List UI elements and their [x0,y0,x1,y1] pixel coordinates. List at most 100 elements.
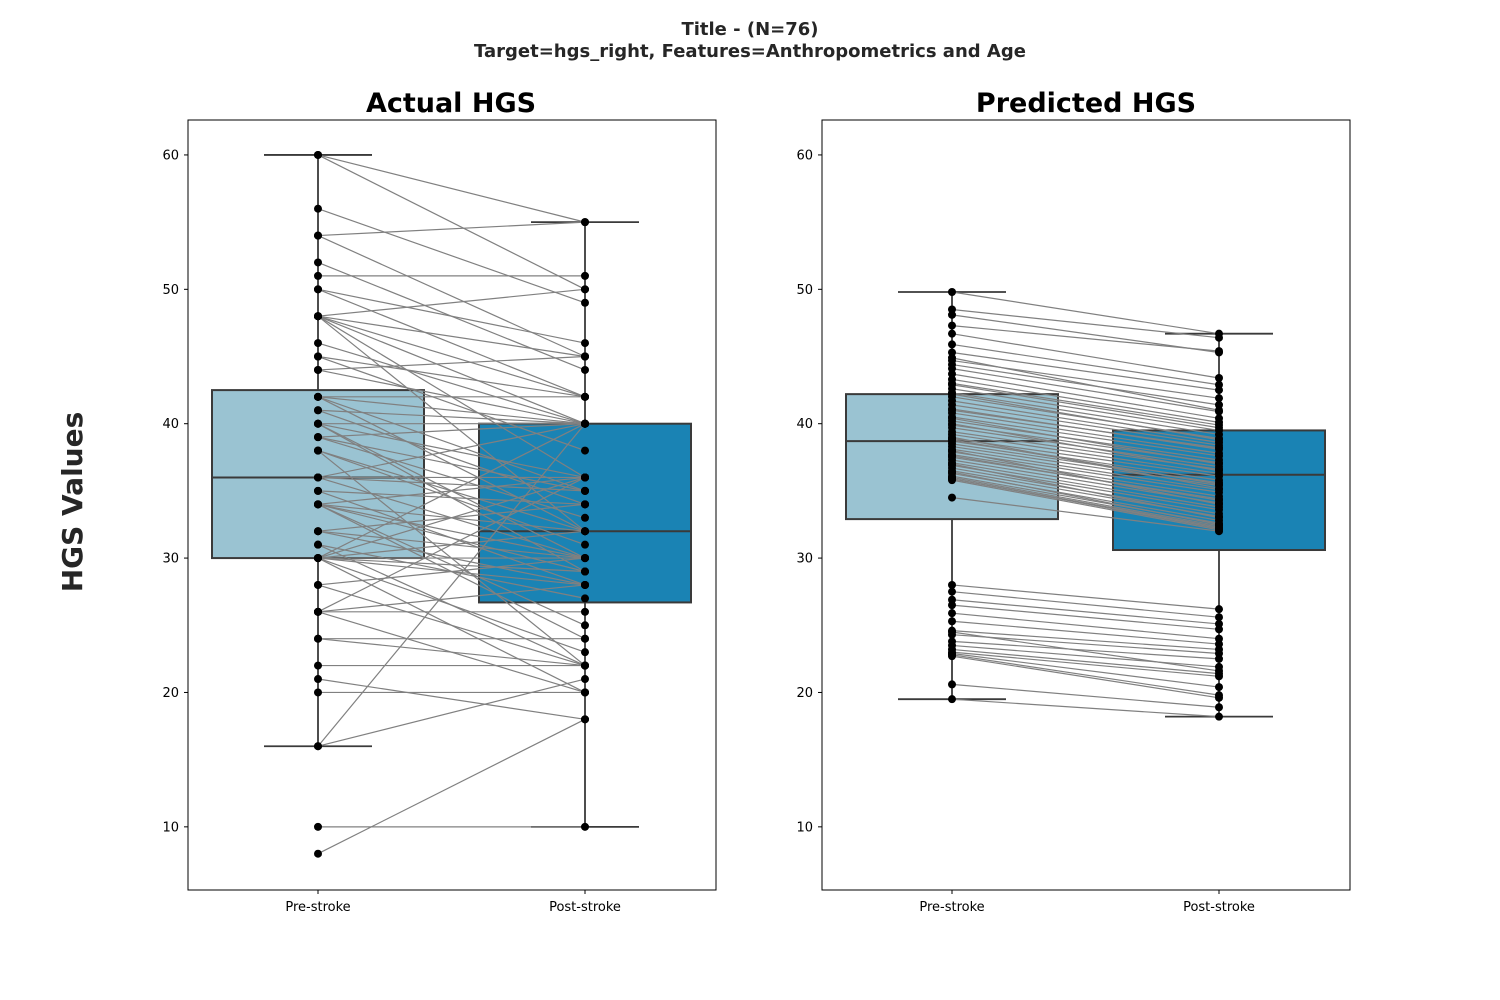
post-stroke-point [581,527,589,536]
actual-hgs-panel: Actual HGS 10 20 30 40 50 60 Pre-stroke Post-st… [162,88,717,915]
paired-line [317,288,586,317]
paired-line [951,308,1220,339]
pre-stroke-point [314,312,322,321]
paired-lines [317,154,586,855]
pre-stroke-point [314,688,322,697]
paired-line [951,652,1220,688]
data-points [314,150,589,858]
post-stroke-point [1215,625,1223,634]
paired-line [317,315,586,398]
paired-line [951,445,1220,487]
x-tick-label-pre-stroke: Pre-stroke [285,900,350,915]
paired-line [317,423,586,438]
paired-line [317,490,586,505]
paired-line [951,612,1220,640]
paired-line [951,654,1220,696]
paired-line [317,557,586,653]
paired-line [951,462,1220,508]
pre-stroke-point [314,204,322,213]
pre-stroke-point [948,460,956,469]
paired-line [317,557,586,586]
post-stroke-point [1215,654,1223,663]
paired-line [951,400,1220,444]
paired-line [317,584,586,667]
post-stroke-point [1215,347,1223,356]
axes-frame [187,119,717,891]
paired-line [951,599,1220,625]
post-stroke-point [581,554,589,563]
pre-stroke-point [948,587,956,596]
x-tick-label-pre-stroke: Pre-stroke [919,900,984,915]
post-stroke-point [581,634,589,643]
pre-stroke-point [314,849,322,858]
pre-stroke-point [314,822,322,831]
pre-stroke-point [314,285,322,294]
post-stroke-point [1215,460,1223,469]
paired-line [317,476,586,613]
paired-line [951,333,1220,379]
paired-line [317,423,586,479]
paired-line [951,417,1220,465]
pre-stroke-point [314,231,322,240]
post-stroke-point [581,298,589,307]
paired-line [317,154,586,223]
post-stroke-point [581,648,589,657]
paired-line [951,683,1220,708]
post-stroke-point [1215,703,1223,712]
paired-line [951,382,1220,426]
paired-line [951,416,1220,457]
pre-stroke-point [314,419,322,428]
paired-line [951,396,1220,440]
predicted-hgs-panel: Predicted HGS 10 20 30 40 50 60 Pre-stroke Post… [796,88,1351,915]
post-stroke-point [581,271,589,280]
paired-line [317,355,586,371]
paired-line [317,235,586,358]
paired-line [951,630,1220,651]
pre-stroke-point [314,473,322,482]
pre-stroke-point [948,652,956,661]
paired-line [317,678,586,720]
paired-line [317,678,586,747]
post-stroke-point [1215,443,1223,452]
post-stroke-point [581,675,589,684]
paired-line [951,634,1220,655]
paired-line [317,355,586,452]
post-stroke-point [581,621,589,630]
y-tick-label: 60 [162,148,179,163]
paired-line [317,503,586,559]
paired-line [951,604,1220,630]
paired-line [951,409,1220,449]
paired-line [951,455,1220,501]
paired-line [951,448,1220,491]
paired-line [951,314,1220,354]
pre-stroke-point [948,340,956,349]
post-stroke-point [581,365,589,374]
post-stroke-point [1215,666,1223,675]
paired-line [951,363,1220,406]
paired-line [951,454,1220,497]
y-axis-label: HGS Values [56,412,89,593]
paired-line [951,497,1220,532]
paired-line [951,478,1220,528]
pre-stroke-point [314,339,322,348]
paired-line [951,437,1220,477]
pre-stroke-point [948,435,956,444]
post-stroke-point [1215,374,1223,383]
paired-line [951,463,1220,519]
y-tick-label: 60 [796,148,813,163]
post-stroke-point [581,580,589,589]
pre-stroke-point [314,433,322,442]
paired-line [951,479,1220,531]
post-stroke-point [1215,712,1223,721]
paired-line [317,409,586,425]
paired-line [317,221,586,237]
paired-line [317,476,586,559]
paired-line [317,638,586,667]
paired-line [317,154,586,290]
paired-line [951,357,1220,411]
pre-stroke-point [948,617,956,626]
post-stroke-point [1215,605,1223,614]
pre-stroke-point [948,601,956,610]
pre-stroke-point [314,540,322,549]
